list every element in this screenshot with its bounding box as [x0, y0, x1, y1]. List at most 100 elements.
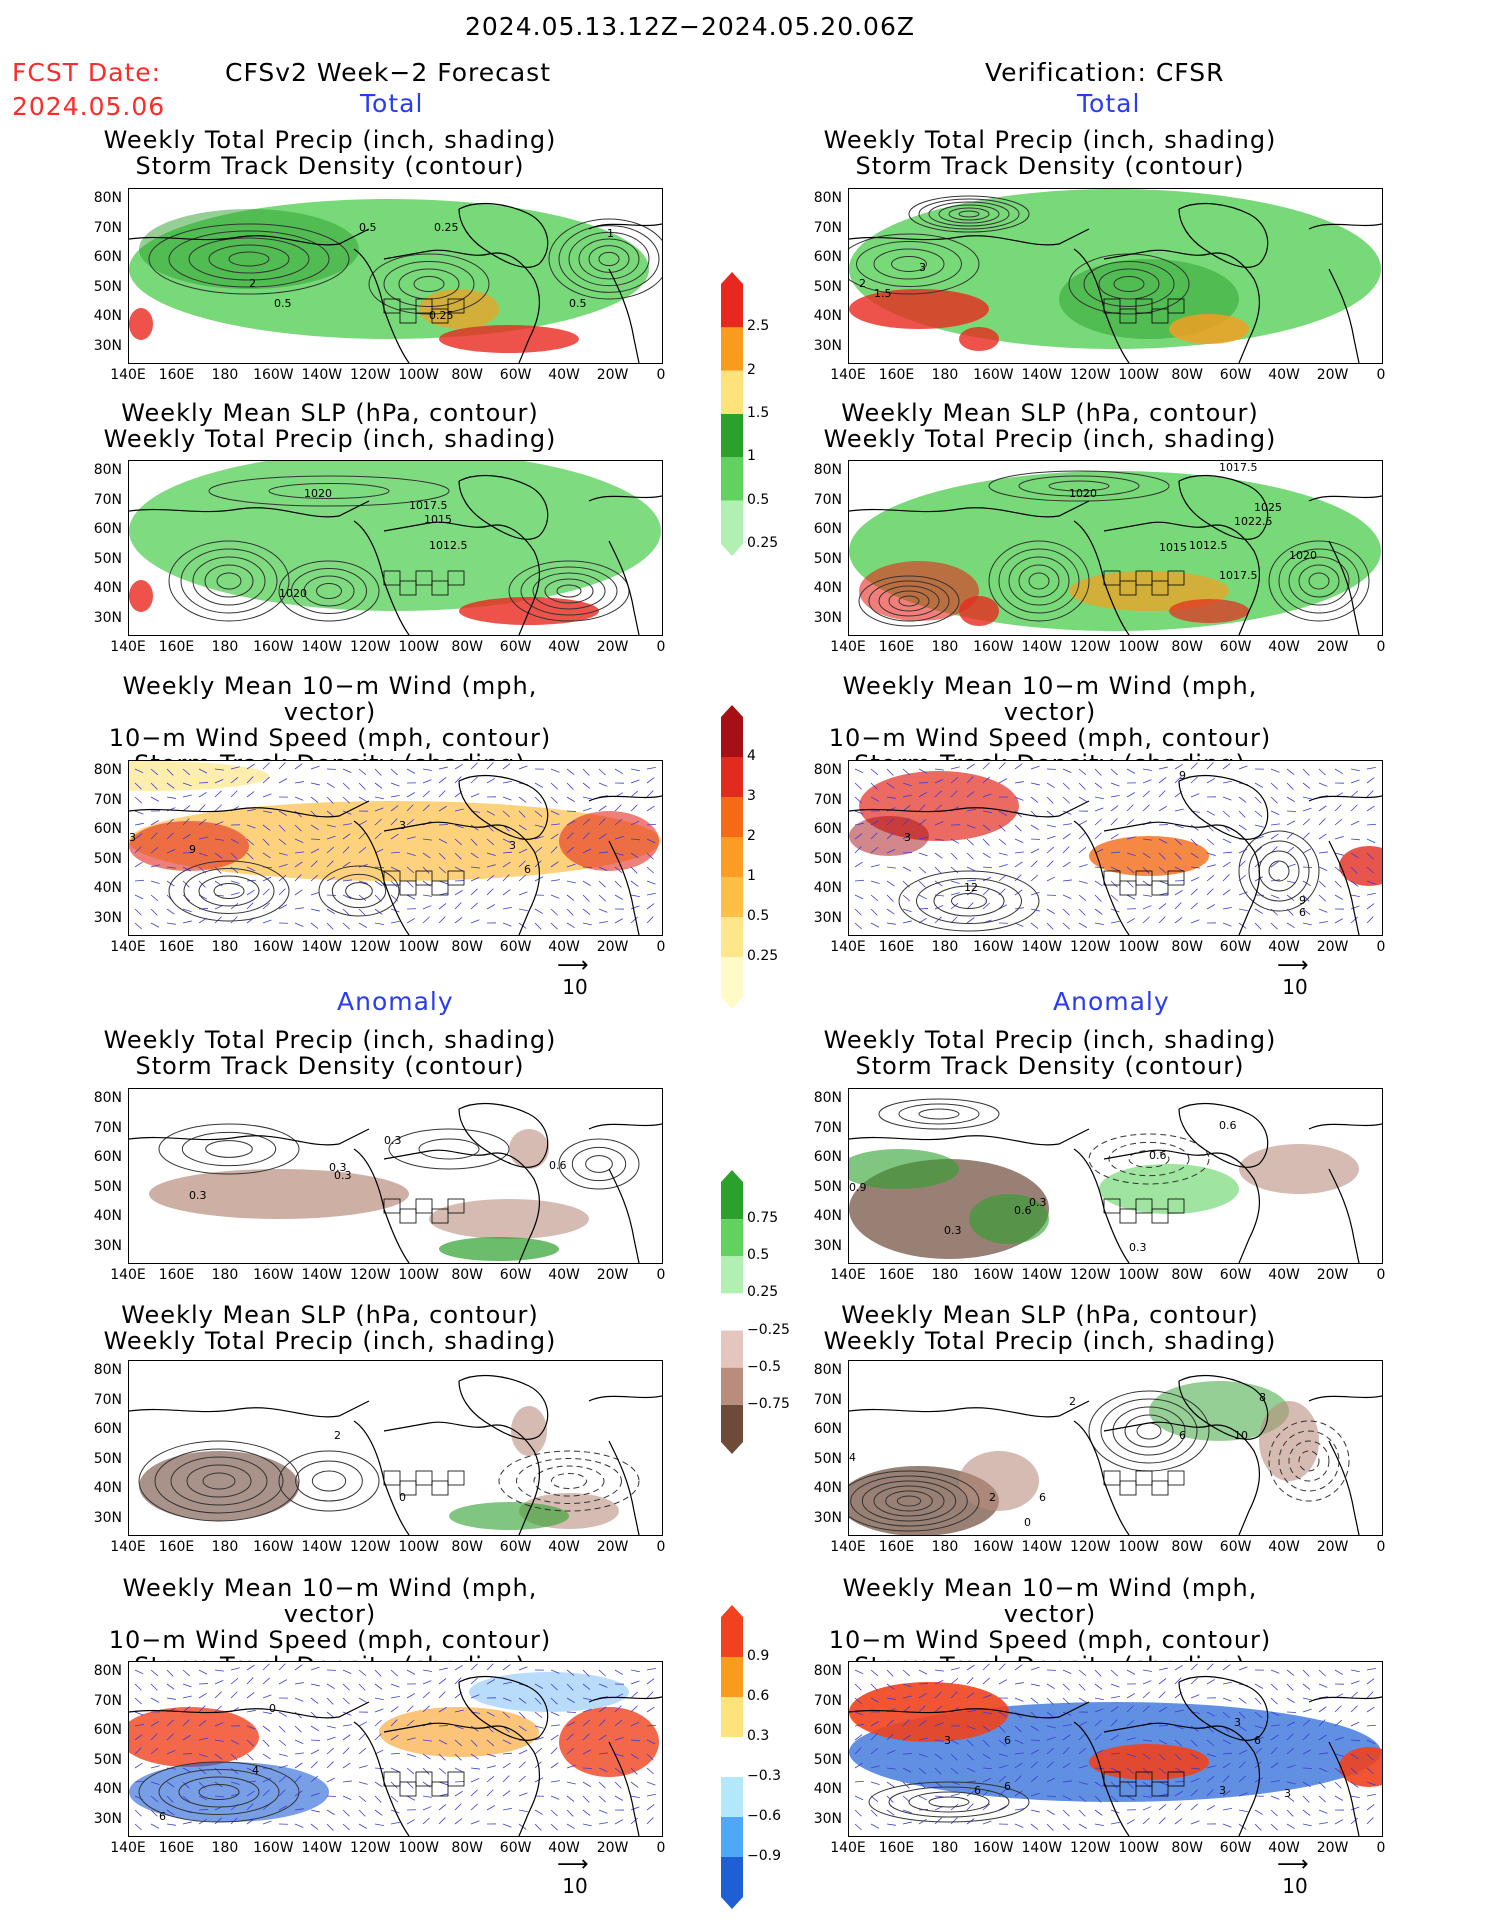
contour-line [896, 1495, 922, 1507]
wind-vector [1302, 1767, 1313, 1769]
wind-vector [166, 832, 174, 840]
wind-vector [198, 1692, 207, 1699]
longitude-label: 100W [1118, 1840, 1159, 1856]
wind-vector [630, 916, 638, 924]
wind-vector [982, 876, 992, 882]
wind-vector [1334, 768, 1343, 774]
wind-vector [502, 851, 512, 854]
wind-vector [1046, 894, 1057, 896]
wind-vector [438, 1667, 448, 1671]
wind-vector [1142, 804, 1150, 812]
longitude-label: 160E [878, 1267, 915, 1283]
wind-vector [326, 782, 335, 789]
wind-vector [150, 908, 158, 916]
wind-vector [886, 1781, 895, 1788]
coastline [383, 821, 540, 935]
wind-vector [582, 807, 592, 812]
wind-vector [1366, 1767, 1374, 1775]
colorbar-svg [721, 705, 743, 1009]
contour-label: 3 [944, 1734, 951, 1747]
contour-label: 1020 [304, 487, 332, 500]
colorbar-label: 0.6 [747, 1688, 770, 1704]
wind-vector [518, 891, 528, 896]
longitude-label: 40W [1268, 1840, 1300, 1856]
wind-vector [230, 1691, 238, 1699]
wind-vector [246, 808, 256, 812]
longitude-label: 160W [253, 1539, 294, 1555]
wind-vector [1126, 866, 1135, 874]
wind-vector [326, 796, 334, 804]
wind-vector [262, 888, 270, 896]
shaded-region [509, 1129, 549, 1169]
contour-label: 8 [1259, 1391, 1266, 1404]
wind-vector [870, 880, 880, 884]
contour-label: 1020 [1069, 487, 1097, 500]
contour-label: 9 [189, 843, 196, 856]
coastline [1308, 795, 1382, 802]
wind-vector [550, 796, 558, 804]
latitude-label: 50N [813, 278, 842, 295]
wind-vector [1030, 1761, 1038, 1769]
wind-vector [1014, 781, 1024, 784]
wind-vector [630, 790, 638, 798]
contour-label: 6 [1004, 1734, 1011, 1747]
wind-vector [886, 1809, 895, 1816]
wind-vector [1190, 1803, 1198, 1811]
wind-vector [486, 1753, 496, 1757]
wind-vector [1238, 848, 1248, 854]
wind-vector [1350, 1753, 1359, 1760]
longitude-label: 40W [1268, 1267, 1300, 1283]
contour-label: 2 [859, 277, 866, 290]
coastline [129, 500, 370, 518]
wind-vector [294, 874, 302, 882]
latitude-label: 40N [93, 308, 122, 324]
wind-vector [1158, 805, 1167, 812]
wind-vector [1174, 1709, 1184, 1713]
wind-vector [1238, 824, 1247, 831]
contour-line [598, 251, 620, 267]
wind-vector [1206, 888, 1214, 896]
longitude-label: 120W [1069, 939, 1111, 955]
wind-vector [1046, 824, 1056, 828]
wind-vector [438, 866, 447, 874]
wind-vector [486, 778, 495, 784]
wind-vector [566, 1764, 576, 1769]
wind-vector [982, 776, 990, 784]
wind-vector [326, 824, 336, 828]
wind-vector [534, 1711, 543, 1719]
wind-vector [550, 846, 558, 854]
longitude-label: 60W [499, 1267, 532, 1283]
wind-vector [918, 908, 929, 910]
wind-vector [358, 832, 366, 840]
wind-vector [262, 919, 272, 924]
wind-vector [134, 879, 145, 882]
longitude-label: 60W [1219, 1539, 1252, 1555]
wind-vector [1078, 1721, 1088, 1727]
wind-vector [1222, 1823, 1232, 1828]
wind-vector [438, 777, 447, 784]
wind-vector [1222, 1762, 1231, 1769]
wind-vector [166, 818, 174, 826]
contour-label: 0.25 [429, 309, 454, 322]
contour-line [888, 590, 930, 612]
coastline [383, 1149, 540, 1263]
wind-vector [1174, 1767, 1184, 1773]
contour-line [170, 1456, 268, 1506]
contour-label: 0 [1024, 1516, 1031, 1529]
wind-vector [214, 852, 223, 859]
wind-vector [214, 1817, 222, 1825]
latitude-label: 70N [93, 1119, 122, 1136]
wind-vector [902, 1706, 911, 1713]
wind-vector [646, 823, 657, 826]
wind-vector [1078, 782, 1086, 790]
wind-vector [998, 874, 1007, 882]
wind-vector [1286, 1733, 1294, 1741]
state-boundary [1103, 1771, 1121, 1787]
wind-vector [502, 1823, 512, 1828]
contour-line [578, 238, 640, 280]
wind-vector [390, 1752, 401, 1755]
wind-vector [534, 1737, 544, 1741]
wind-vector [166, 922, 176, 925]
wind-vector [1014, 824, 1022, 832]
contour-line [228, 251, 270, 267]
